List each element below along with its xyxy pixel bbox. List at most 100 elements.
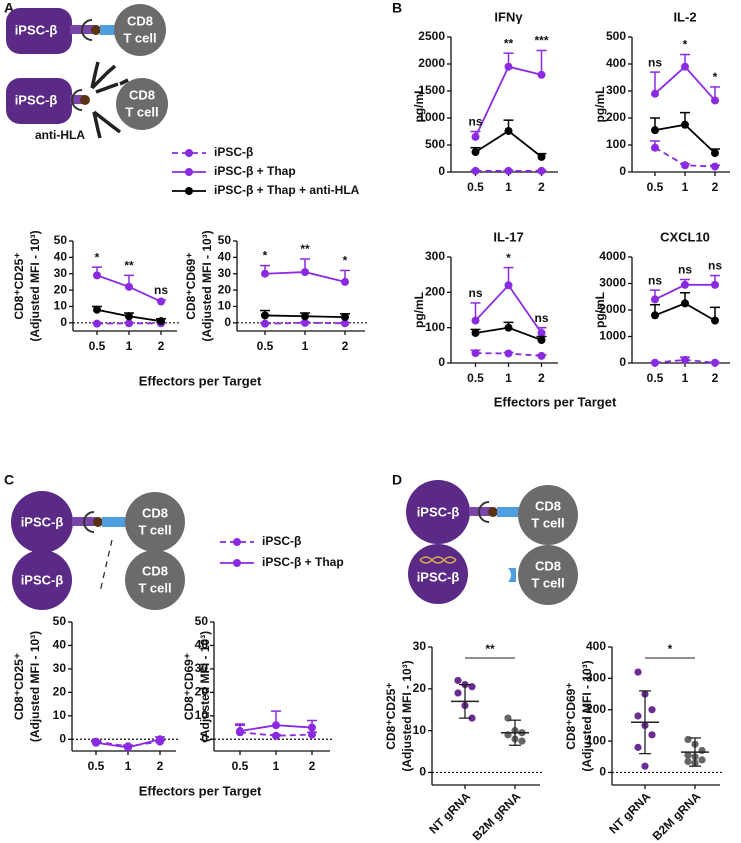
data-point	[537, 351, 546, 360]
data-point	[711, 162, 719, 171]
x-tick-label: 2	[309, 759, 316, 773]
x-tick-label: 1	[126, 339, 133, 353]
x-tick-label: 0.5	[257, 339, 274, 353]
y-axis-label: CD8⁺CD25⁺	[12, 653, 26, 720]
y-tick-label: 0	[438, 164, 445, 178]
data-point	[634, 743, 642, 751]
panel-letter: B	[392, 0, 402, 16]
x-axis-label: Effectors per Target	[139, 783, 262, 798]
data-point	[124, 743, 132, 752]
t-cell	[116, 78, 168, 130]
data-point	[156, 735, 164, 744]
y-tick-label: 3000	[599, 276, 626, 290]
data-point	[641, 762, 649, 770]
data-point	[648, 731, 656, 739]
cell-label: iPSC-β	[15, 22, 58, 37]
data-point	[684, 735, 692, 744]
data-point	[261, 269, 269, 278]
chart-title: IL-17	[493, 229, 523, 244]
y-axis-label: (Adjusted MFI - 10³)	[400, 660, 414, 771]
significance-label: *	[506, 251, 511, 265]
y-axis-label: (Adjusted MFI - 10³)	[28, 631, 42, 742]
legend-label: iPSC-β + Thap	[262, 555, 344, 569]
y-axis-label: pg/mL	[412, 292, 426, 328]
dna-icon	[419, 556, 457, 564]
x-tick-label: B2M gRNA	[470, 789, 524, 843]
y-tick-label: 10	[195, 708, 209, 722]
y-tick-label: 0	[619, 164, 626, 178]
data-point	[651, 358, 659, 367]
x-tick-label: 1	[125, 759, 132, 773]
chart-title: CXCL10	[660, 229, 710, 244]
y-tick-label: 50	[195, 614, 209, 628]
series-line	[654, 123, 716, 154]
significance-label: **	[124, 259, 134, 273]
diagram-a: iPSC-β CD8 T cell iPSC-β CD8 T cell anti…	[6, 4, 168, 142]
data-point	[681, 161, 689, 170]
data-point	[125, 282, 133, 291]
data-point	[157, 297, 165, 306]
x-tick-label: NT gRNA	[606, 789, 653, 836]
significance-label: *	[343, 254, 348, 268]
y-axis-label: CD8⁺CD69⁺	[564, 682, 578, 749]
y-axis-label: pg/mL	[593, 292, 607, 328]
cell-label: CD8	[535, 498, 561, 513]
data-point	[684, 757, 692, 766]
panel-letter: A	[4, 0, 14, 16]
cell-label: CD8	[142, 563, 168, 578]
data-point	[504, 281, 513, 290]
data-point	[471, 166, 480, 175]
y-tick-label: 0	[438, 355, 445, 369]
data-point	[93, 305, 101, 314]
y-tick-label: 100	[425, 320, 445, 334]
t-cell	[114, 4, 166, 56]
x-tick-label: 1	[682, 371, 689, 385]
legend-swatch	[185, 149, 193, 157]
x-tick-label: 2	[712, 180, 719, 194]
significance-label: *	[263, 249, 268, 263]
y-tick-label: 10	[54, 299, 68, 313]
data-point	[711, 280, 719, 289]
cell-label: CD8	[142, 505, 168, 520]
x-tick-label: 1	[302, 339, 309, 353]
cell-label: T cell	[123, 30, 156, 45]
data-point	[504, 323, 513, 332]
series-line	[654, 65, 716, 102]
t-cell	[518, 485, 578, 545]
receptor	[70, 95, 84, 104]
y-axis-label: (Adjusted MFI - 10³)	[28, 230, 42, 341]
data-point	[157, 317, 165, 326]
cell-label: T cell	[125, 104, 158, 119]
x-tick-label: 0.5	[467, 180, 484, 194]
data-point	[681, 280, 689, 289]
y-tick-label: 20	[195, 685, 209, 699]
panel-letter: C	[4, 472, 14, 488]
data-point	[504, 166, 513, 175]
y-axis-label: (Adjusted MFI - 10³)	[200, 230, 214, 341]
cell-label: CD8	[129, 87, 155, 102]
cell-label: T cell	[138, 522, 171, 537]
x-tick-label: 0.5	[89, 339, 106, 353]
significance-label: **	[300, 242, 310, 256]
data-point	[261, 319, 269, 328]
beta-cell	[6, 8, 72, 54]
data-point	[537, 166, 546, 175]
significance-label: ns	[468, 286, 482, 300]
data-point	[504, 349, 513, 358]
data-point	[341, 277, 349, 286]
diagram-d: iPSC-β CD8 T cell iPSC-β CD8 T cell	[406, 480, 578, 605]
y-tick-label: 10	[413, 723, 427, 737]
y-tick-label: 4000	[599, 249, 626, 263]
receptor	[81, 19, 93, 41]
y-tick-label: 0	[599, 765, 606, 779]
data-point	[454, 689, 462, 697]
y-tick-label: 30	[53, 661, 67, 675]
y-axis-label: CD8⁺CD25⁺	[12, 252, 26, 319]
t-cell	[125, 492, 185, 552]
diagram-c: iPSC-β CD8 T cell iPSC-β CD8 T cell	[11, 491, 185, 610]
y-axis-label: pg/mL	[412, 87, 426, 123]
x-tick-label: 2	[157, 759, 164, 773]
beta-cell	[12, 550, 72, 610]
data-point	[651, 126, 659, 135]
chart-title: IL-2	[673, 9, 696, 24]
